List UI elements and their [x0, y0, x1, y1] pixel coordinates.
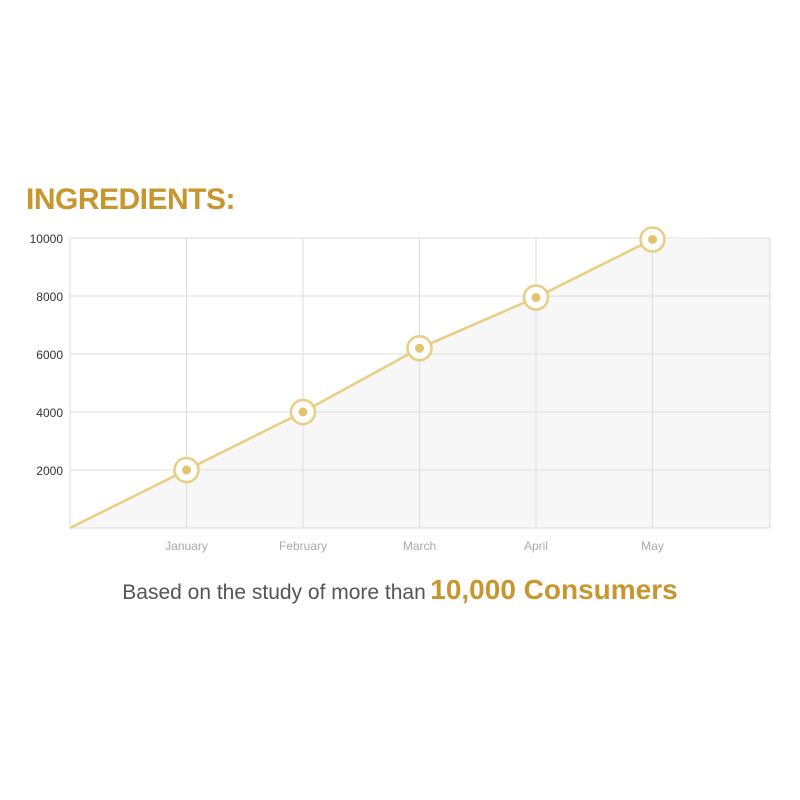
- data-point: [298, 407, 308, 417]
- x-tick-label: January: [165, 539, 208, 553]
- x-tick-label: February: [279, 539, 327, 553]
- x-tick-label: May: [641, 539, 664, 553]
- data-point: [531, 292, 541, 302]
- x-tick-label: April: [524, 539, 548, 553]
- series-line: [69, 238, 654, 530]
- chart-series-line: [69, 238, 654, 530]
- data-point: [182, 465, 191, 475]
- y-tick-label: 10000: [30, 232, 64, 246]
- page-title: INGREDIENTS:: [26, 183, 236, 216]
- x-axis-ticks: January February March April May: [165, 539, 664, 553]
- y-tick-label: 6000: [36, 348, 63, 362]
- chart-markers: [173, 226, 666, 484]
- x-tick-label: March: [403, 539, 436, 553]
- data-point: [648, 234, 657, 244]
- data-point: [415, 343, 424, 353]
- y-axis-ticks: 2000 4000 6000 8000 10000: [30, 232, 64, 478]
- y-tick-label: 4000: [36, 406, 63, 420]
- y-tick-label: 2000: [36, 464, 63, 478]
- caption: Based on the study of more than 10,000 C…: [0, 574, 800, 606]
- y-tick-label: 8000: [36, 290, 63, 304]
- caption-highlight: 10,000 Consumers: [430, 574, 678, 605]
- caption-text: Based on the study of more than: [122, 581, 426, 604]
